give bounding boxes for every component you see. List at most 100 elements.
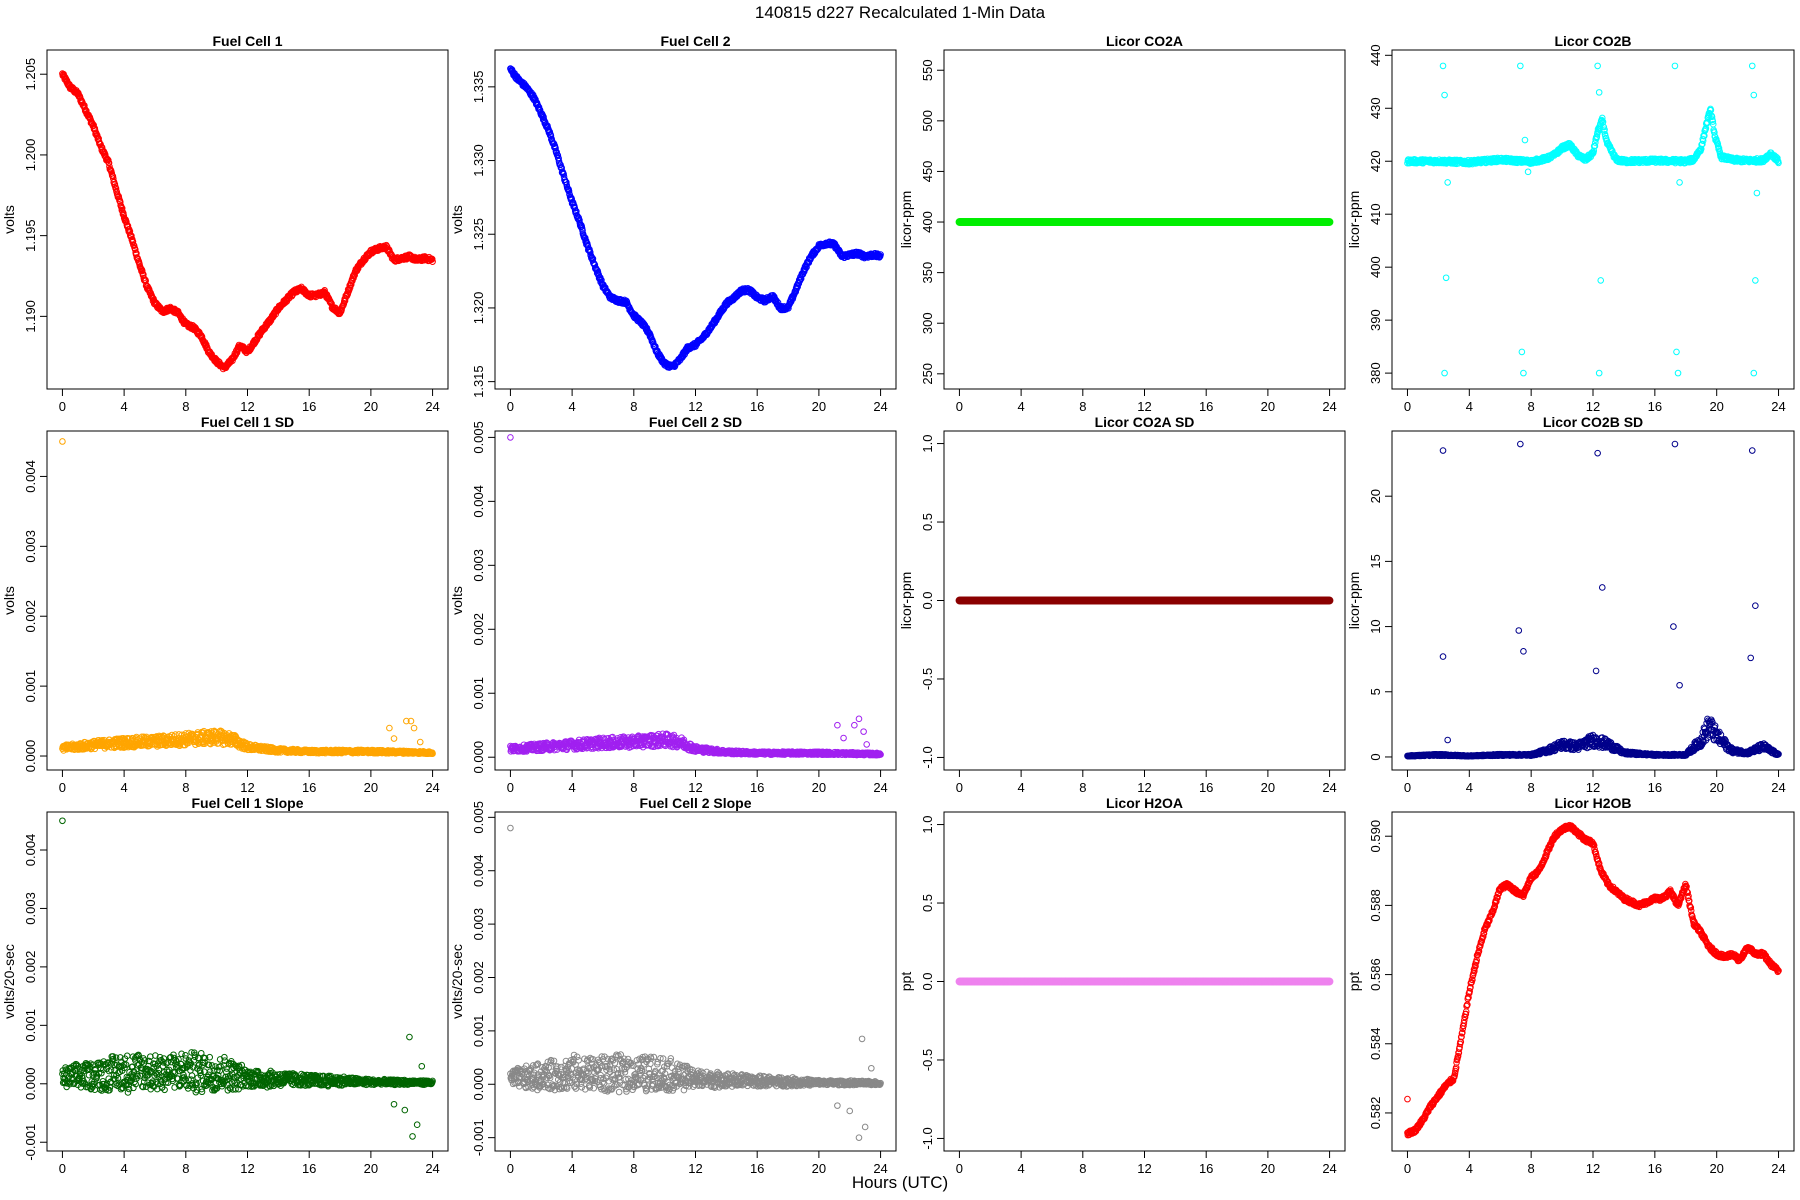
x-tick-label: 8 (630, 780, 637, 795)
data-point (429, 750, 436, 757)
outlier-point (1518, 348, 1526, 356)
x-tick-label: 4 (120, 399, 127, 414)
data-point (877, 251, 884, 258)
y-tick-label: 1.330 (471, 144, 486, 177)
outlier-point (403, 717, 410, 725)
x-tick-label: 4 (1017, 399, 1024, 414)
y-tick-label: 390 (1368, 309, 1383, 331)
data-point (794, 283, 801, 291)
y-tick-label: 250 (920, 363, 935, 385)
x-tick-label: 20 (1261, 399, 1275, 414)
y-tick-label: 1.325 (471, 218, 486, 251)
y-tick-label: 0.003 (471, 549, 486, 582)
data-point (1715, 144, 1723, 152)
data-point (785, 304, 792, 312)
y-tick-label: 350 (920, 262, 935, 284)
y-tick-label: 400 (1368, 256, 1383, 278)
y-tick-label: 300 (920, 312, 935, 334)
outlier-point (1439, 62, 1447, 70)
data-point (541, 117, 548, 125)
outlier-point (416, 738, 424, 746)
series-points (955, 218, 1334, 226)
data-point (346, 284, 354, 292)
x-tick-label: 12 (688, 399, 702, 414)
x-tick-label: 20 (812, 399, 826, 414)
data-point (1325, 218, 1334, 226)
x-tick-label: 20 (1709, 399, 1723, 414)
y-tick-label: 0.005 (471, 421, 486, 454)
y-axis-label: volts (1, 586, 17, 615)
panel-title: Fuel Cell 2 (660, 33, 730, 49)
outlier-point (1441, 369, 1448, 377)
data-point (270, 312, 278, 320)
series-points (1404, 62, 1782, 377)
data-point (568, 195, 576, 203)
data-point (555, 154, 562, 162)
data-point (1774, 154, 1781, 162)
x-tick-label: 16 (302, 399, 316, 414)
x-tick-label: 8 (630, 399, 637, 414)
y-axis-label: volts (449, 586, 465, 615)
y-axis-label: licor-ppm (1346, 191, 1362, 249)
x-tick-label: 16 (750, 780, 764, 795)
y-tick-label: 1.315 (471, 365, 486, 398)
y-axis-label: licor-ppm (898, 191, 914, 249)
x-tick-label: 12 (688, 780, 702, 795)
outlier-point (1521, 136, 1529, 144)
outlier-point (1750, 91, 1758, 99)
outlier-point (1753, 189, 1761, 197)
x-tick-label: 20 (812, 780, 826, 795)
outlier-point (1595, 89, 1603, 96)
y-tick-label: 400 (920, 211, 935, 233)
outlier-point (1441, 91, 1448, 99)
data-point (123, 218, 130, 226)
outlier-point (386, 724, 393, 732)
outlier-point (1524, 168, 1532, 176)
y-tick-label: 500 (920, 110, 935, 132)
y-tick-label: 0.000 (23, 740, 38, 773)
series-points (59, 438, 436, 758)
data-point (574, 212, 581, 220)
y-tick-label: 0.002 (23, 600, 38, 633)
x-tick-label: 12 (1137, 399, 1151, 414)
y-tick-label: 0.000 (471, 741, 486, 774)
x-tick-label: 24 (873, 399, 887, 414)
outlier-point (407, 717, 415, 725)
data-point (600, 734, 607, 742)
data-point (1601, 126, 1608, 134)
data-point (565, 187, 573, 195)
data-point (1775, 159, 1782, 167)
data-point (131, 246, 139, 254)
x-tick-label: 24 (425, 780, 439, 795)
series-points (507, 65, 884, 371)
data-point (105, 156, 112, 164)
data-point (553, 148, 560, 156)
data-point (256, 332, 264, 339)
data-point (129, 238, 137, 245)
x-tick-label: 16 (302, 780, 316, 795)
y-tick-label: 1.200 (23, 139, 38, 172)
outlier-point (1520, 369, 1527, 377)
data-point (1711, 129, 1718, 136)
panel-title: Licor CO2B (1554, 33, 1631, 49)
y-tick-label: 0.002 (471, 613, 486, 646)
outlier-point (1444, 179, 1451, 186)
data-point (172, 731, 179, 738)
data-point (1590, 147, 1598, 155)
x-tick-label: 12 (1586, 399, 1600, 414)
x-tick-label: 8 (182, 399, 189, 414)
y-tick-label: 0.003 (23, 530, 38, 563)
y-tick-label: 1.320 (471, 292, 486, 325)
x-tick-label: 0 (956, 399, 963, 414)
data-point (347, 281, 355, 288)
data-point (115, 192, 123, 200)
x-tick-label: 0 (59, 399, 66, 414)
x-tick-label: 0 (507, 399, 514, 414)
y-tick-label: 1.195 (23, 219, 38, 252)
